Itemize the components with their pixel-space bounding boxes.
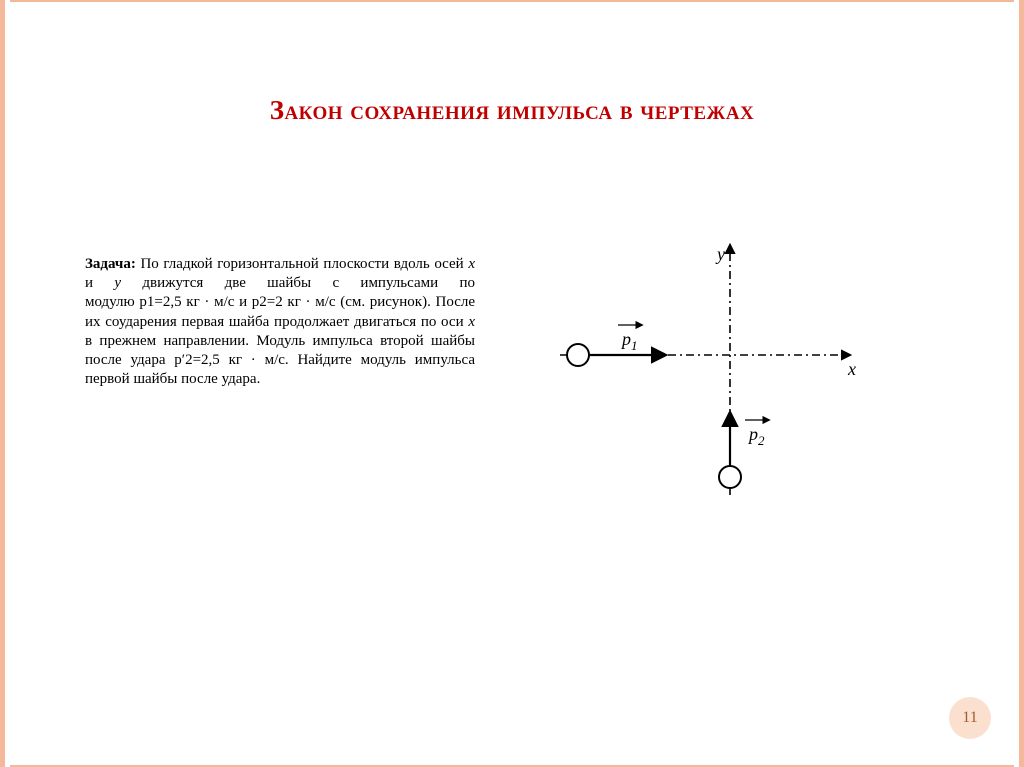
- y-axis-label: y: [715, 244, 725, 264]
- problem-text: Задача: По гладкой горизонтальной плоско…: [85, 255, 475, 389]
- momentum-diagram: x y p1 p2: [550, 235, 870, 515]
- p2-label: p2: [745, 420, 769, 448]
- svg-text:p1: p1: [620, 329, 638, 353]
- x-axis-label: x: [847, 359, 856, 379]
- slide-title: Закон сохранения импульса в чертежах: [5, 95, 1019, 126]
- problem-body: По гладкой горизонтальной плоскости вдол…: [85, 256, 475, 387]
- puck-2: [719, 466, 741, 488]
- svg-text:p2: p2: [747, 424, 765, 448]
- problem-label: Задача:: [85, 256, 136, 272]
- puck-1: [567, 344, 589, 366]
- slide-frame: Закон сохранения импульса в чертежах Зад…: [0, 0, 1024, 767]
- page-number-badge: 11: [949, 697, 991, 739]
- p1-label: p1: [618, 325, 642, 353]
- page-number: 11: [962, 709, 977, 727]
